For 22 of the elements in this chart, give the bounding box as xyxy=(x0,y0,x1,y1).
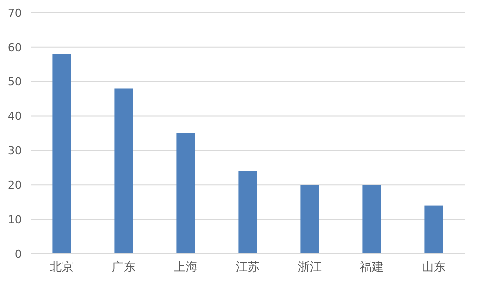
x-tick-label: 北京 xyxy=(50,260,74,274)
y-tick-label: 10 xyxy=(8,213,22,226)
y-tick-label: 40 xyxy=(8,110,22,124)
bar xyxy=(362,185,382,254)
bar xyxy=(300,185,320,254)
bar xyxy=(114,88,134,254)
x-tick-label: 上海 xyxy=(174,260,198,274)
bar xyxy=(424,206,444,254)
x-tick-label: 山东 xyxy=(422,260,446,274)
bar xyxy=(52,54,72,254)
y-tick-label: 70 xyxy=(8,6,22,20)
x-tick-label: 浙江 xyxy=(298,260,322,274)
x-tick-label: 江苏 xyxy=(236,260,260,274)
y-tick-label: 0 xyxy=(15,248,22,261)
bar xyxy=(176,134,196,254)
y-tick-label: 60 xyxy=(8,41,22,54)
x-tick-label: 广东 xyxy=(112,260,136,274)
y-tick-label: 50 xyxy=(8,76,22,89)
y-tick-label: 20 xyxy=(8,178,22,192)
bar xyxy=(238,171,258,254)
y-tick-label: 30 xyxy=(8,144,22,158)
x-tick-label: 福建 xyxy=(360,260,384,274)
